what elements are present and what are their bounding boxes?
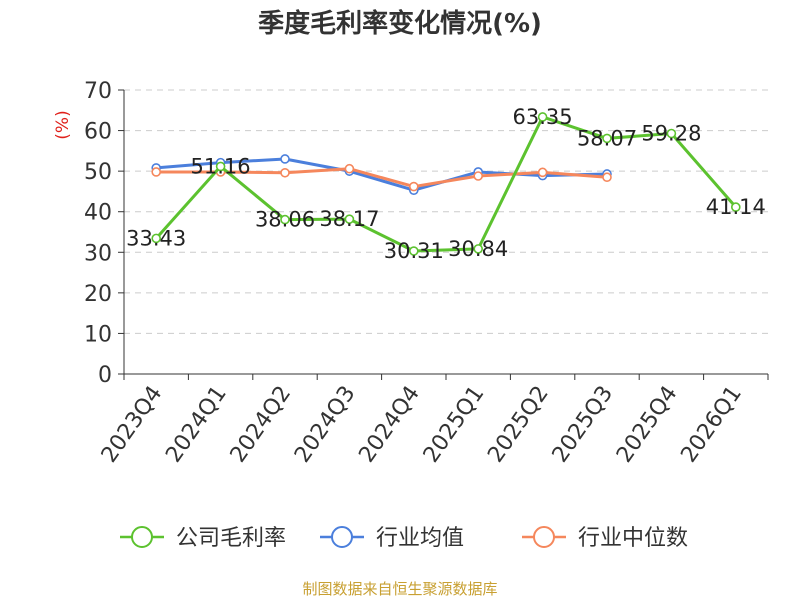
data-point bbox=[730, 202, 741, 212]
data-point bbox=[602, 133, 612, 144]
data-point bbox=[280, 154, 290, 164]
x-tick-label: 2024Q1 bbox=[161, 382, 232, 468]
data-point bbox=[666, 128, 677, 139]
series-lines bbox=[151, 112, 741, 256]
series-line bbox=[156, 167, 608, 189]
data-point bbox=[602, 172, 612, 183]
y-tick-label: 60 bbox=[84, 120, 112, 145]
data-point bbox=[408, 181, 419, 192]
data-label: 38.17 bbox=[319, 207, 379, 231]
data-point bbox=[473, 244, 484, 254]
series-line bbox=[155, 115, 737, 253]
y-tick-label: 0 bbox=[98, 363, 112, 388]
data-point bbox=[537, 112, 548, 122]
x-tick-label: 2023Q4 bbox=[97, 382, 168, 468]
x-tick-label: 2025Q3 bbox=[548, 382, 619, 468]
data-label: 38.06 bbox=[255, 208, 315, 232]
legend-marker bbox=[331, 526, 353, 548]
legend-label: 行业均值 bbox=[376, 526, 464, 551]
legend-marker bbox=[131, 526, 153, 548]
data-label: 58.07 bbox=[577, 126, 637, 150]
legend-item[interactable]: 公司毛利率 bbox=[120, 526, 286, 551]
data-point bbox=[473, 171, 484, 181]
legend-item[interactable]: 行业均值 bbox=[320, 526, 464, 551]
data-label: 30.84 bbox=[448, 237, 508, 261]
data-label: 30.31 bbox=[384, 239, 444, 263]
data-label: 41.14 bbox=[706, 195, 766, 219]
legend-label: 公司毛利率 bbox=[176, 526, 286, 551]
data-point bbox=[344, 163, 355, 174]
data-point bbox=[151, 233, 161, 244]
data-point bbox=[280, 167, 290, 178]
series-2 bbox=[151, 163, 612, 192]
x-tick-label: 2024Q2 bbox=[226, 382, 297, 468]
data-label: 33.43 bbox=[126, 226, 186, 250]
y-axis-label: (%) bbox=[53, 110, 73, 139]
x-tick-label: 2024Q3 bbox=[290, 382, 361, 468]
gridlines bbox=[124, 89, 768, 334]
legend: 公司毛利率 行业均值 行业中位数 bbox=[120, 526, 688, 551]
x-tick-label: 2025Q1 bbox=[419, 382, 490, 468]
y-tick-label: 70 bbox=[84, 79, 112, 104]
x-tick-label: 2025Q4 bbox=[612, 382, 683, 468]
data-point bbox=[344, 214, 355, 224]
data-label: 63.35 bbox=[513, 105, 573, 129]
data-point bbox=[408, 246, 419, 256]
data-point bbox=[151, 167, 161, 177]
data-label: 59.28 bbox=[641, 121, 701, 145]
data-point bbox=[215, 161, 226, 172]
y-tick-label: 50 bbox=[84, 160, 112, 185]
y-tick-label: 20 bbox=[84, 282, 112, 307]
legend-item[interactable]: 行业中位数 bbox=[522, 526, 688, 551]
source-note: 制图数据来自恒生聚源数据库 bbox=[302, 580, 497, 598]
series-0 bbox=[151, 112, 741, 256]
y-tick-label: 10 bbox=[84, 322, 112, 347]
legend-label: 行业中位数 bbox=[578, 526, 688, 551]
data-label: 51.16 bbox=[191, 154, 251, 178]
y-tick-label: 40 bbox=[84, 201, 112, 226]
x-tick-label: 2024Q4 bbox=[354, 382, 425, 468]
y-tick-label: 30 bbox=[84, 241, 112, 266]
series-line bbox=[156, 157, 608, 192]
chart-title: 季度毛利率变化情况(%) bbox=[258, 8, 542, 39]
x-tick-label: 2026Q1 bbox=[676, 382, 747, 468]
data-point bbox=[537, 167, 548, 178]
x-tick-label: 2025Q2 bbox=[483, 382, 554, 468]
data-point bbox=[280, 214, 290, 225]
legend-marker bbox=[533, 526, 555, 548]
